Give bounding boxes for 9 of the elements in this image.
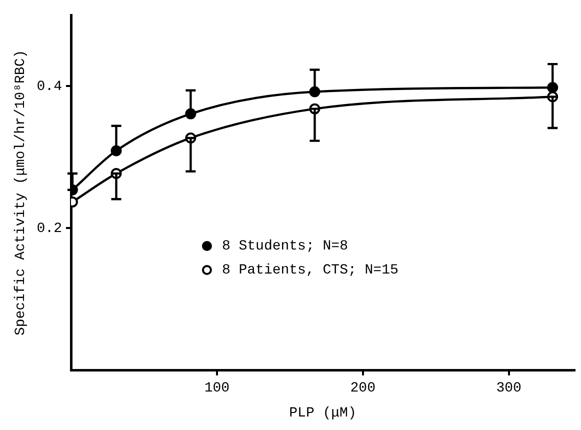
x-axis-title: PLP (μM): [289, 405, 356, 422]
x-tick-label: 300: [496, 380, 522, 397]
x-tick-label: 200: [350, 380, 376, 397]
legend-label: 8 Patients, CTS; N=15: [222, 262, 398, 279]
x-tick-label: 100: [204, 380, 230, 397]
y-tick-label: 0.2: [36, 220, 62, 237]
legend-label: 8 Students; N=8: [222, 238, 348, 255]
y-axis-title: Specific Activity (μmol/hr/10⁸RBC): [13, 50, 30, 336]
y-tick-label: 0.4: [36, 78, 62, 95]
